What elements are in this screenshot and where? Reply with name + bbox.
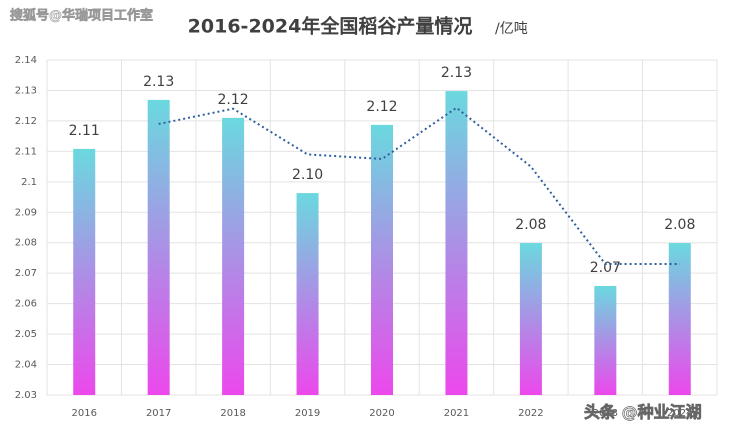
x-tick-label: 2022 [518, 408, 543, 419]
y-tick-label: 2.06 [15, 299, 37, 310]
value-label: 2.12 [218, 92, 249, 108]
y-tick-label: 2.12 [15, 116, 37, 127]
x-tick-label: 2019 [295, 408, 320, 419]
bar [222, 117, 245, 395]
y-tick-label: 2.04 [15, 360, 37, 371]
x-tick-label: 2018 [220, 408, 245, 419]
x-tick-label: 2021 [444, 408, 469, 419]
y-tick-label: 2.05 [15, 329, 37, 340]
bar [594, 285, 617, 395]
value-label: 2.07 [590, 260, 621, 276]
bar [519, 243, 542, 395]
trend-line [158, 106, 680, 266]
x-tick-label: 2023 [593, 408, 618, 419]
y-tick-label: 2.07 [15, 268, 37, 279]
value-label: 2.10 [292, 167, 323, 183]
bar [73, 148, 96, 395]
bar [445, 91, 468, 396]
value-label: 2.08 [515, 217, 546, 233]
watermark: 头条 @种业江湖 [584, 403, 702, 422]
y-tick-label: 2.14 [15, 55, 37, 66]
value-label: 2.12 [366, 99, 397, 115]
bar [147, 99, 170, 396]
value-label: 2.08 [664, 217, 695, 233]
unit-label: /亿吨 [495, 21, 528, 37]
y-tick-label: 2.11 [15, 146, 37, 157]
x-tick-label: 2020 [369, 408, 394, 419]
x-tick-label: 2024 [667, 408, 692, 419]
y-tick-label: 2.13 [15, 85, 37, 96]
y-tick-label: 2.03 [15, 390, 37, 401]
chart-title: 2016-2024年全国稻谷产量情况 [188, 15, 473, 38]
y-tick-label: 2.09 [15, 207, 37, 218]
y-tick-label: 2.1 [21, 177, 37, 188]
x-tick-label: 2016 [71, 408, 96, 419]
y-tick-label: 2.08 [15, 238, 37, 249]
value-label: 2.13 [143, 74, 174, 90]
watermark: 搜狐号@华瑞项目工作室 [10, 8, 153, 24]
x-tick-label: 2017 [146, 408, 171, 419]
bar [371, 124, 393, 396]
value-label: 2.13 [441, 65, 472, 81]
value-label: 2.11 [69, 123, 100, 139]
bar [296, 193, 319, 395]
bar [668, 243, 691, 395]
